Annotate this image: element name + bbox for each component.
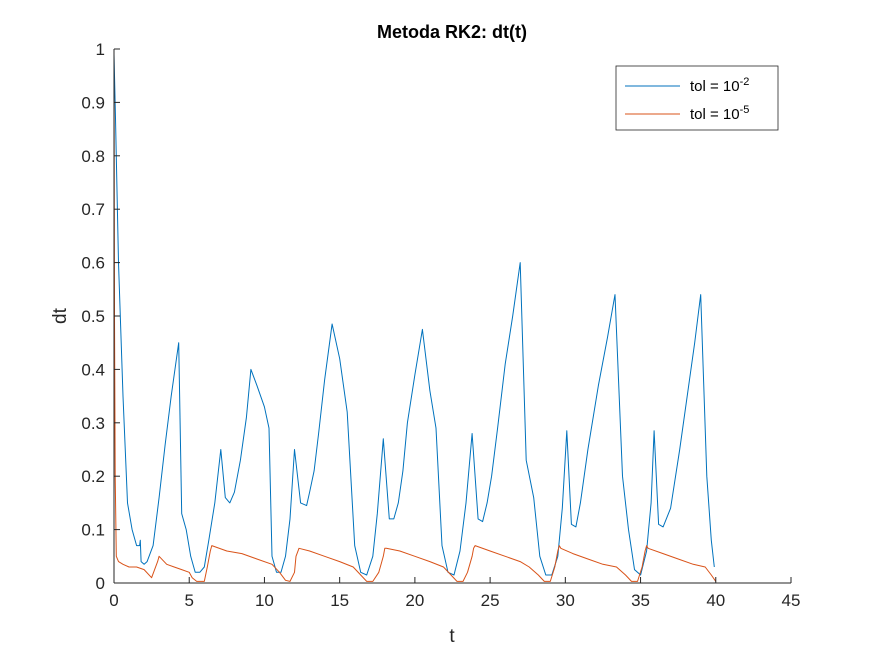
series-layer	[113, 54, 717, 582]
x-tick-label: 30	[556, 591, 575, 610]
x-tick-label: 0	[109, 591, 118, 610]
x-tick-label: 45	[782, 591, 801, 610]
x-axis-label: t	[449, 626, 455, 647]
y-tick-label: 0.3	[81, 414, 105, 433]
legend-entry-tol-1e-5: tol = 10-5	[690, 104, 749, 123]
y-tick-label: 0.5	[81, 307, 105, 326]
x-tick-label: 10	[255, 591, 274, 610]
legend-entry-tol-1e-2-exponent: -2	[740, 76, 750, 88]
y-tick-label: 0.2	[81, 467, 105, 486]
legend-entry-tol-1e-5-base: tol = 10	[690, 106, 740, 123]
legend-entry-tol-1e-2: tol = 10-2	[690, 76, 749, 95]
y-tick-label: 0.4	[81, 360, 105, 379]
series-line-0	[113, 54, 715, 576]
y-tick-label: 0	[96, 574, 105, 593]
plot-area	[114, 49, 791, 583]
tick-layer: 0 5 10 15 20 25 30 35 40 45 0 0.1 0.2 0.3 0.4 0.5 0.6 0.7…	[81, 40, 800, 610]
legend: tol = 10-2 tol = 10-5	[615, 65, 779, 131]
y-tick-label: 0.1	[81, 521, 105, 540]
chart-title: Metoda RK2: dt(t)	[377, 22, 527, 42]
x-tick-label: 35	[631, 591, 650, 610]
x-tick-label: 25	[481, 591, 500, 610]
x-tick-label: 15	[330, 591, 349, 610]
x-tick-label: 40	[706, 591, 725, 610]
y-tick-label: 0.9	[81, 93, 105, 112]
legend-entry-tol-1e-5-exponent: -5	[740, 104, 750, 116]
x-tick-label: 20	[405, 591, 424, 610]
y-tick-label: 0.6	[81, 254, 105, 273]
y-tick-label: 0.8	[81, 147, 105, 166]
y-tick-label: 0.7	[81, 200, 105, 219]
x-tick-label: 5	[184, 591, 193, 610]
legend-entry-tol-1e-2-base: tol = 10	[690, 78, 740, 95]
y-tick-label: 1	[96, 40, 105, 59]
legend-box	[615, 65, 779, 131]
y-axis-label: dt	[50, 307, 71, 324]
series-line-1	[113, 54, 717, 582]
